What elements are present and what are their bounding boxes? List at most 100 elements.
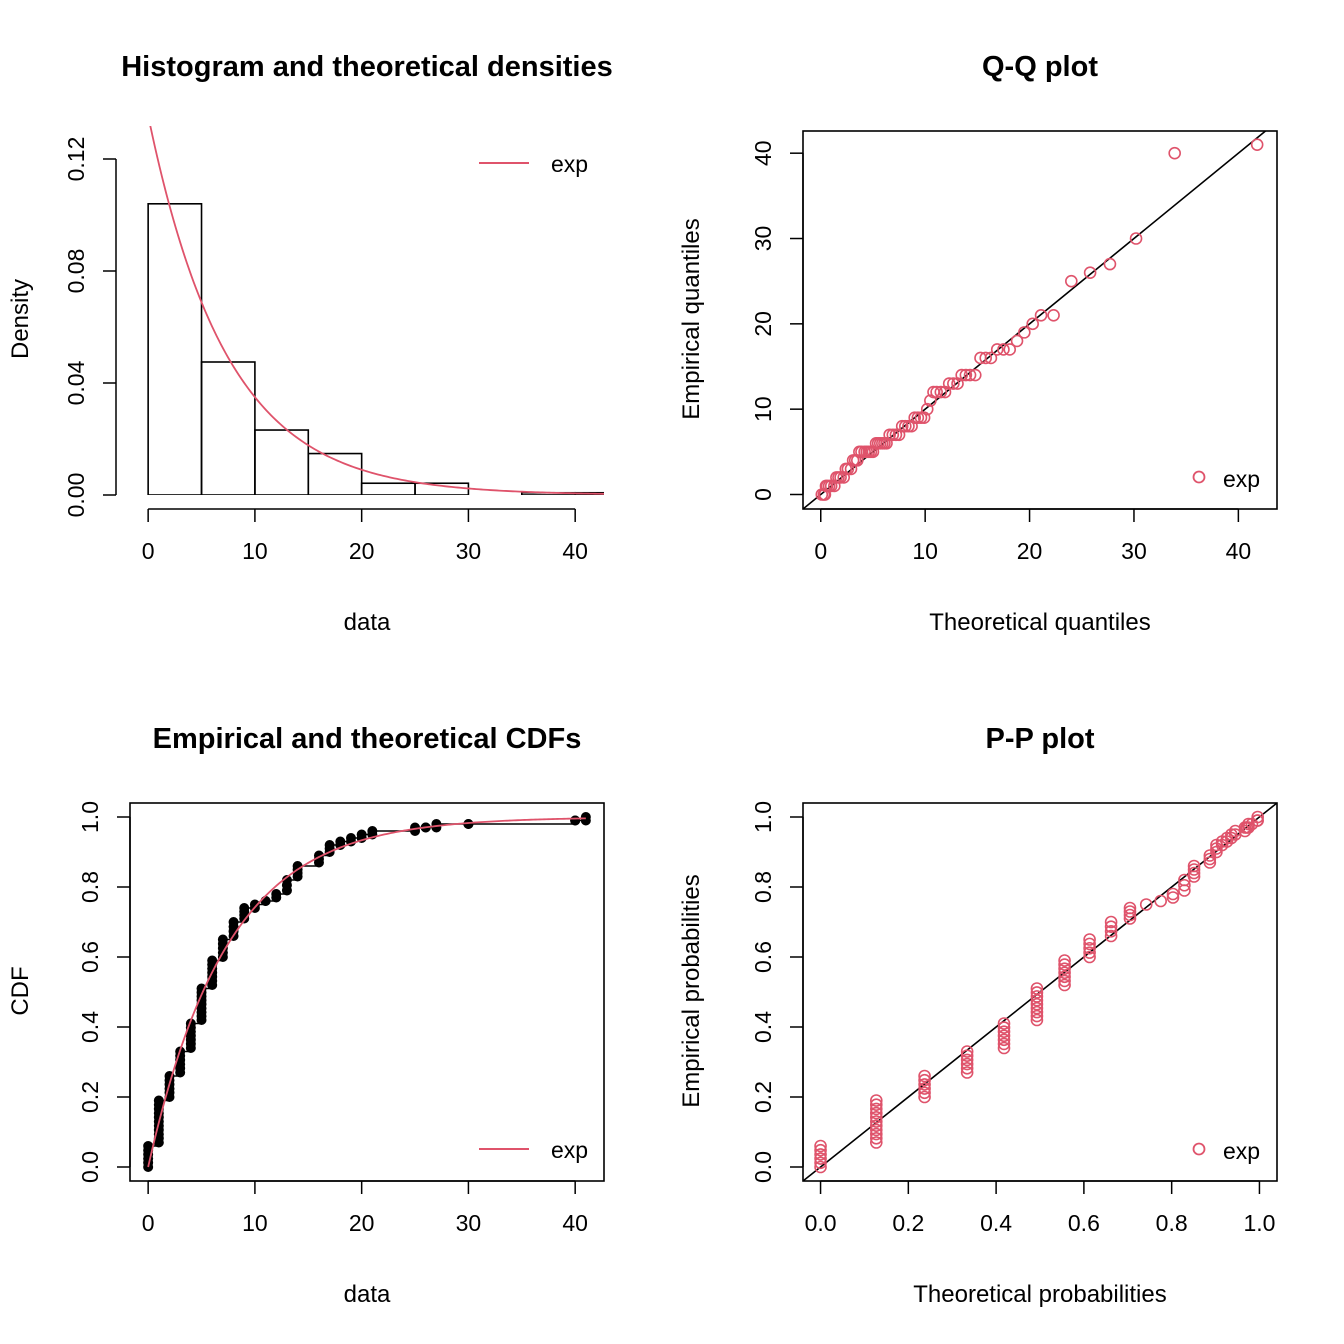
ecdf-point xyxy=(217,934,228,945)
panel-title: Empirical and theoretical CDFs xyxy=(153,723,582,755)
pp-point xyxy=(918,1073,931,1087)
y-tick-label: 40 xyxy=(750,140,776,166)
plot-marks xyxy=(147,126,604,495)
pp-point xyxy=(1058,974,1071,988)
qq-point xyxy=(1250,138,1264,151)
ecdf-point xyxy=(367,826,378,836)
ecdf-point xyxy=(356,829,367,840)
x-tick-label: 40 xyxy=(562,1210,588,1236)
panel-title: P-P plot xyxy=(985,723,1094,755)
x-tick-label: 40 xyxy=(1226,538,1252,564)
legend-label: exp xyxy=(1223,1138,1260,1164)
pp-point xyxy=(869,1111,883,1124)
histogram-bar xyxy=(200,361,256,495)
pp-point xyxy=(1203,856,1217,869)
pp-point xyxy=(869,1119,883,1132)
qq-point xyxy=(924,394,937,407)
pp-point xyxy=(869,1115,883,1128)
pp-point xyxy=(918,1086,931,1100)
pp-point xyxy=(814,1148,827,1161)
pp-point xyxy=(1104,929,1118,943)
x-axis-label: Theoretical probabilities xyxy=(913,1281,1166,1308)
pp-point xyxy=(1104,915,1118,929)
ecdf-point xyxy=(271,889,282,899)
x-tick-label: 0 xyxy=(814,538,827,564)
legend: exp xyxy=(479,151,588,177)
y-tick-label: 0 xyxy=(750,488,776,501)
qq-point xyxy=(979,351,993,365)
panel-qq-plot: Q-Q plot Theoretical quantiles Empirical… xyxy=(678,51,1278,636)
ecdf-point xyxy=(260,896,271,906)
x-tick-label: 0.6 xyxy=(1068,1210,1100,1236)
pp-point xyxy=(869,1127,883,1141)
pp-point xyxy=(869,1102,883,1116)
y-tick-label: 0.4 xyxy=(750,1011,776,1043)
pp-point xyxy=(960,1045,974,1058)
pp-point xyxy=(814,1139,827,1153)
histogram-bar xyxy=(147,203,203,495)
pp-point xyxy=(1123,908,1137,922)
pp-point xyxy=(1203,852,1217,866)
qq-point xyxy=(959,368,973,382)
qq-point xyxy=(968,368,982,382)
qq-point xyxy=(1034,309,1048,322)
plot-area: 0 10 20 30 40 0 10 20 30 40 xyxy=(750,130,1278,564)
pp-point xyxy=(1030,982,1044,995)
y-axis-label: Empirical probabilities xyxy=(678,874,705,1107)
pp-point xyxy=(1104,925,1118,938)
ecdf-point xyxy=(281,875,292,885)
x-tick-label: 0 xyxy=(142,1210,155,1236)
pp-point xyxy=(1123,901,1137,915)
ecdf-point xyxy=(463,819,474,829)
pp-point xyxy=(1083,950,1096,964)
pp-point xyxy=(1242,821,1255,834)
pp-point xyxy=(1030,997,1044,1011)
y-tick-label: 30 xyxy=(750,226,776,252)
pp-point xyxy=(1030,990,1044,1003)
x-tick-label: 10 xyxy=(242,1210,268,1236)
pp-point xyxy=(1030,1009,1044,1023)
panel-title: Histogram and theoretical densities xyxy=(121,51,613,83)
x-axis-label: Theoretical quantiles xyxy=(929,609,1150,636)
pp-point xyxy=(814,1143,827,1157)
qq-point xyxy=(1103,257,1117,271)
qq-point xyxy=(883,428,896,442)
pp-point xyxy=(1187,859,1201,873)
ecdf-point xyxy=(345,833,356,843)
qq-point xyxy=(963,368,977,382)
pp-point xyxy=(1178,878,1191,892)
pp-point xyxy=(1187,866,1201,880)
x-tick-label: 10 xyxy=(912,538,938,564)
panel-histogram: Histogram and theoretical densities data… xyxy=(7,51,613,636)
pp-point xyxy=(869,1123,883,1137)
qq-point xyxy=(917,411,931,424)
ecdf-point xyxy=(431,819,442,829)
qq-point xyxy=(911,411,925,424)
pp-point xyxy=(1058,966,1071,980)
pp-point xyxy=(1083,937,1096,951)
y-axis-label: CDF xyxy=(7,966,34,1015)
pp-point xyxy=(997,1029,1011,1043)
pp-point xyxy=(960,1049,974,1062)
pp-point xyxy=(997,1037,1011,1051)
y-tick-label: 0.2 xyxy=(77,1081,103,1113)
plot-marks xyxy=(803,131,1267,509)
pp-point xyxy=(1030,986,1044,999)
plot-area: 0 10 20 30 40 0.0 0.2 0.4 0.6 0.8 1.0 xyxy=(77,801,605,1236)
y-tick-label: 0.12 xyxy=(63,137,89,182)
y-tick-label: 0.6 xyxy=(750,941,776,973)
y-tick-label: 0.8 xyxy=(750,871,776,903)
qq-point xyxy=(1065,274,1078,288)
panel-cdf: Empirical and theoretical CDFs data CDF … xyxy=(7,723,605,1308)
plot-marks xyxy=(803,803,1277,1181)
x-axis-label: data xyxy=(344,1281,391,1308)
y-tick-label: 0.0 xyxy=(750,1151,776,1183)
pp-point xyxy=(814,1160,827,1174)
qq-point xyxy=(889,428,903,442)
qq-point xyxy=(905,419,918,433)
pp-point xyxy=(997,1033,1011,1047)
x-tick-label: 0 xyxy=(142,538,155,564)
plot-marks xyxy=(143,812,591,1172)
pp-point xyxy=(869,1136,883,1149)
